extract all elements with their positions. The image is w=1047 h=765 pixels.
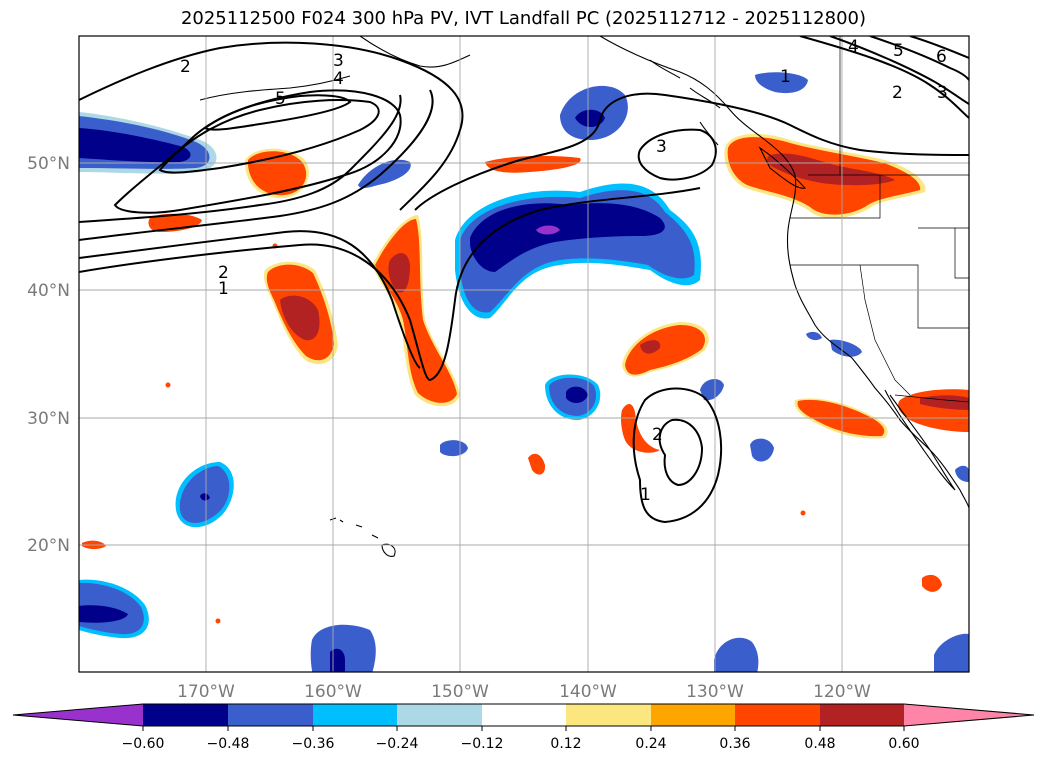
positive-anomaly-west — [263, 261, 338, 365]
positive-dot-b — [215, 618, 221, 624]
lat-tick-20n: 20°N — [27, 536, 70, 556]
colorbar-tick-7: 0.36 — [719, 736, 750, 752]
colorbar: −0.60 −0.48 −0.36 −0.24 −0.12 0.12 0.24 … — [12, 703, 1035, 752]
positive-anomaly-small-c — [528, 453, 546, 475]
negative-anomaly-small-c — [700, 378, 724, 401]
positive-anomaly-north-band — [485, 155, 581, 173]
negative-anomaly-bottom-b — [714, 637, 759, 672]
contour-label-3-nw: 3 — [333, 51, 344, 71]
negative-anomaly-north — [560, 85, 628, 140]
negative-anomaly-edge — [955, 465, 969, 482]
colorbar-tick-3: −0.24 — [376, 736, 419, 752]
negative-anomaly-bc — [755, 72, 808, 94]
negative-anomaly-small-d — [750, 438, 774, 462]
colorbar-tick-0: −0.60 — [122, 736, 165, 752]
map-title: 2025112500 F024 300 hPa PV, IVT Landfall… — [180, 8, 867, 29]
positive-dot-d — [800, 510, 806, 516]
negative-anomaly-small-e — [806, 331, 822, 341]
contour-labels: 2 1 2 3 4 5 3 2 1 1 4 5 6 2 3 — [180, 37, 948, 505]
plot-area — [79, 36, 969, 672]
negative-anomaly-nw — [79, 112, 217, 174]
contour-label-4-ne: 4 — [848, 37, 859, 57]
positive-anomaly-135w — [622, 322, 709, 377]
negative-anomaly-central — [455, 183, 701, 319]
lon-tick-150w: 150°W — [431, 682, 489, 702]
negative-anomaly-bl — [79, 579, 149, 639]
colorbar-tick-4: −0.12 — [461, 736, 504, 752]
contour-label-1: 1 — [218, 279, 229, 299]
colorbar-tick-1: −0.48 — [207, 736, 250, 752]
lat-tick-50n: 50°N — [27, 154, 70, 174]
colorbar-tick-9: 0.60 — [888, 736, 919, 752]
negative-anomaly-socal — [830, 339, 862, 357]
political-borders — [790, 36, 969, 403]
colorbar-bin-zero — [482, 704, 566, 726]
contour-label-1-ne: 1 — [780, 67, 791, 87]
contour-label-5-nw: 5 — [275, 89, 286, 109]
contour-label-2-ne: 2 — [892, 83, 903, 103]
colorbar-extend-high — [904, 704, 1034, 726]
colorbar-bin-n048 — [228, 704, 313, 726]
colorbar-extend-low — [13, 704, 143, 726]
colorbar-tick-8: 0.48 — [804, 736, 835, 752]
colorbar-bin-p024 — [651, 704, 735, 726]
lon-tick-labels: 170°W 160°W 150°W 140°W 130°W 120°W — [177, 682, 871, 702]
lat-tick-30n: 30°N — [27, 409, 70, 429]
colorbar-bin-p012 — [566, 704, 651, 726]
lon-tick-160w: 160°W — [304, 682, 362, 702]
contour-label-6-ne: 6 — [936, 47, 947, 67]
positive-anomaly-small-d — [922, 574, 942, 592]
colorbar-bin-n060 — [143, 704, 228, 726]
lon-tick-120w: 120°W — [813, 682, 871, 702]
contour-label-3-ne: 3 — [937, 83, 948, 103]
contour-label-4-nw: 4 — [333, 69, 344, 89]
contour-label-2-nw: 2 — [180, 57, 191, 77]
colorbar-tick-2: −0.36 — [292, 736, 335, 752]
negative-anomaly-bottom-c — [934, 633, 969, 672]
colorbar-tick-6: 0.24 — [635, 736, 666, 752]
negative-anomaly-bottom — [310, 624, 376, 672]
graticule — [79, 36, 969, 672]
lon-tick-130w: 130°W — [686, 682, 744, 702]
negative-anomaly-small-b — [440, 440, 468, 457]
lat-tick-40n: 40°N — [27, 281, 70, 301]
colorbar-bin-p048 — [820, 704, 904, 726]
negative-anomaly-sw — [175, 462, 234, 528]
positive-dot-a — [165, 382, 171, 388]
positive-anomaly-pnw — [724, 133, 926, 219]
positive-anomaly-small-b — [621, 404, 660, 453]
ivt-contours — [79, 36, 969, 524]
lat-tick-labels: 50°N 40°N 30°N 20°N — [27, 154, 70, 556]
pv-shading — [79, 72, 969, 672]
positive-anomaly-central-s — [372, 215, 460, 407]
colorbar-bin-n036 — [313, 704, 397, 726]
lon-tick-170w: 170°W — [177, 682, 235, 702]
lon-tick-140w: 140°W — [559, 682, 617, 702]
negative-anomaly-mid — [545, 374, 601, 420]
plot-frame — [78, 35, 970, 673]
contour-label-2: 2 — [218, 263, 229, 283]
contour-label-3-center: 3 — [656, 137, 667, 157]
contour-label-5-ne: 5 — [893, 41, 904, 61]
colorbar-bin-p036 — [735, 704, 820, 726]
contour-label-1-south: 1 — [640, 485, 651, 505]
colorbar-tick-5: 0.12 — [550, 736, 581, 752]
contour-label-2-south: 2 — [652, 425, 663, 445]
colorbar-bin-n024 — [397, 704, 482, 726]
